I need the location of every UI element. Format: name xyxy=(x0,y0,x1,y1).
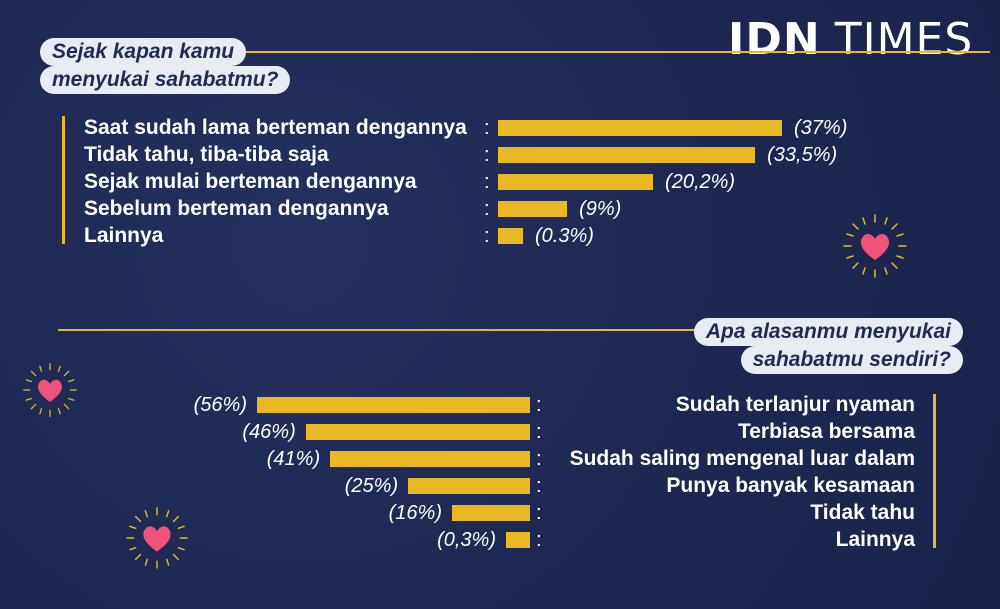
chart1-category-label: Sejak mulai berteman dengannya xyxy=(84,170,417,193)
chart2-value-label: (25%) xyxy=(344,475,399,497)
chart1-colon: : xyxy=(484,144,490,166)
chart2-bar xyxy=(506,532,530,548)
chart1-title-line1: Sejak kapan kamu xyxy=(40,38,247,66)
chart2-bar xyxy=(330,451,530,467)
chart2-bar xyxy=(257,397,530,413)
chart2-title-line2: sahabatmu sendiri? xyxy=(740,346,963,374)
chart1-colon: : xyxy=(484,198,490,220)
chart2-bar xyxy=(452,505,530,521)
section2-divider xyxy=(58,329,948,331)
heart-icon xyxy=(23,363,77,417)
chart2-category-label: Terbiasa bersama xyxy=(737,420,915,443)
chart1-value-label: (37%) xyxy=(794,117,848,139)
heart-icon xyxy=(126,507,188,569)
chart2-colon: : xyxy=(536,475,542,497)
chart1-colon: : xyxy=(484,225,490,247)
chart1-bar xyxy=(498,201,568,217)
chart1-colon: : xyxy=(484,171,490,193)
chart2-colon: : xyxy=(536,448,542,470)
section1-divider xyxy=(40,51,990,53)
chart2-bar xyxy=(305,424,530,440)
chart1-title-line2: menyukai sahabatmu? xyxy=(40,66,291,94)
chart2-value-label: (0,3%) xyxy=(437,529,496,551)
chart2-value-label: (41%) xyxy=(266,448,321,470)
heart-icon xyxy=(843,214,907,278)
chart1-category-label: Saat sudah lama berteman dengannya xyxy=(84,116,467,139)
chart1-value-label: (9%) xyxy=(579,198,622,220)
chart1-category-label: Tidak tahu, tiba-tiba saja xyxy=(84,143,329,166)
chart1-colon: : xyxy=(484,117,490,139)
chart1-value-label: (20,2%) xyxy=(665,171,736,193)
chart1-bar xyxy=(498,228,523,244)
chart2-value-label: (16%) xyxy=(388,502,442,524)
chart2-value-label: (46%) xyxy=(242,421,296,443)
chart1-value-label: (0.3%) xyxy=(535,225,594,247)
chart1-bar xyxy=(498,147,756,163)
chart1-bar xyxy=(498,174,654,190)
logo-idn: IDN xyxy=(728,14,821,65)
chart2-colon: : xyxy=(536,529,542,551)
chart2-colon: : xyxy=(536,502,542,524)
chart1-category-label: Lainnya xyxy=(84,224,164,247)
chart2-colon: : xyxy=(536,394,542,416)
chart2-colon: : xyxy=(536,421,542,443)
logo-times: TIMES xyxy=(834,14,974,65)
chart1-category-label: Sebelum berteman dengannya xyxy=(84,197,389,220)
chart1-bar xyxy=(498,120,782,136)
chart2-category-label: Sudah saling mengenal luar dalam xyxy=(569,447,915,470)
chart2-category-label: Lainnya xyxy=(835,528,915,551)
chart2-category-label: Punya banyak kesamaan xyxy=(666,474,915,497)
chart2-category-label: Tidak tahu xyxy=(810,501,915,524)
chart2-bar xyxy=(408,478,530,494)
chart2-value-label: (56%) xyxy=(193,394,247,416)
chart2-category-label: Sudah terlanjur nyaman xyxy=(675,393,915,416)
chart2-accent-bar xyxy=(933,394,936,548)
chart1-accent-bar xyxy=(62,116,65,244)
idn-times-logo: IDN TIMES xyxy=(728,14,973,65)
chart2-title-line1: Apa alasanmu menyukai xyxy=(693,318,963,346)
chart1-value-label: (33,5%) xyxy=(767,144,838,166)
